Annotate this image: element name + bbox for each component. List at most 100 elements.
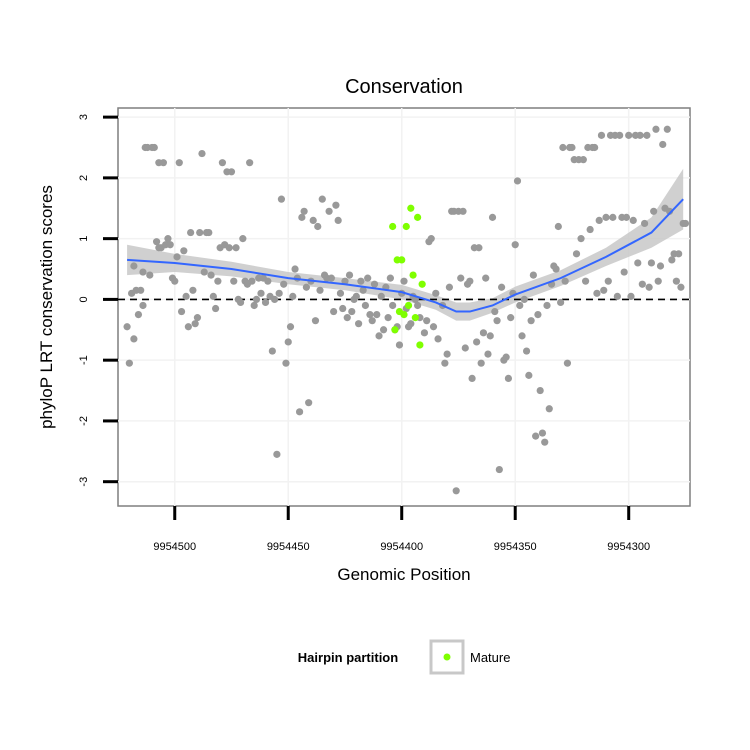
data-point [641,219,649,228]
data-point [286,323,295,331]
data-point [137,286,145,294]
data-point [484,350,492,358]
data-point [579,156,587,164]
data-point [209,292,217,300]
data-point [672,277,680,285]
data-point [200,268,208,276]
data-point [668,256,676,264]
data-point [656,262,665,270]
data-point [177,307,186,316]
legend: Hairpin partition Mature [298,639,510,675]
data-point [273,450,281,458]
data-points [123,125,690,495]
y-axis-ticks: -3 -2 -1 0 1 2 3 [78,114,118,487]
data-point [370,280,379,288]
data-point [332,201,340,209]
data-point [629,216,637,225]
data-point [305,399,313,407]
data-point [327,274,335,282]
data-point [379,326,388,334]
legend-entry-mature: Mature [470,650,510,665]
data-point [486,332,494,340]
data-point [130,335,138,343]
data-point [355,320,363,328]
data-point [552,265,560,273]
data-point [554,222,562,231]
data-point [348,307,356,316]
mature-point [389,222,397,231]
data-point [638,280,646,288]
confidence-band [127,168,684,321]
x-axis-label: Genomic Position [337,565,470,584]
data-point [665,207,674,215]
data-point [568,143,576,152]
data-point [597,131,606,139]
data-point [196,228,204,237]
data-point [325,207,333,215]
data-point [479,329,488,337]
data-point [572,250,581,258]
data-point [289,292,297,300]
data-point [250,301,258,310]
data-point [314,222,322,231]
data-point [620,268,628,276]
data-point [336,289,345,297]
data-point [166,241,174,249]
legend-key-mature-marker [443,653,451,661]
data-point [650,207,658,215]
data-point [654,277,662,285]
data-point [414,301,422,310]
smooth-curve [127,198,684,313]
data-point [545,405,553,413]
mature-point [391,326,399,334]
data-point [357,277,365,285]
data-point [171,277,179,285]
data-point [205,228,213,237]
data-point [246,159,254,167]
y-tick-label: 2 [78,175,90,181]
data-point [334,216,342,225]
data-point [280,280,288,288]
data-point [634,259,642,267]
data-point [502,353,510,361]
data-point [529,271,537,279]
data-point [675,250,683,258]
data-point [434,335,442,343]
data-point [473,338,481,346]
data-point [298,213,306,221]
data-point [343,314,351,322]
data-point [543,301,551,310]
data-point [477,359,485,367]
data-point [198,149,206,158]
data-point [291,265,299,273]
data-point [625,131,633,139]
data-point [507,314,515,322]
data-point [123,323,131,331]
mature-point [400,310,408,319]
data-point [271,295,279,304]
data-point [361,301,370,310]
data-point [647,259,656,267]
data-point [527,317,535,325]
data-point [681,219,690,228]
y-tick-label: 0 [78,296,90,302]
data-point [423,317,431,325]
data-point [175,159,183,167]
data-point [218,159,227,167]
mature-point [398,256,406,264]
data-point [452,487,460,495]
data-point [645,283,653,291]
data-point [339,304,347,313]
data-point [559,143,567,152]
data-point [466,277,474,285]
data-point [375,332,383,340]
data-point [482,274,490,282]
data-point [536,386,544,395]
data-point [187,228,195,237]
confidence-band-area [127,168,684,321]
data-point [541,438,549,446]
data-point [663,125,671,133]
data-point [134,310,143,319]
data-point [232,244,240,252]
